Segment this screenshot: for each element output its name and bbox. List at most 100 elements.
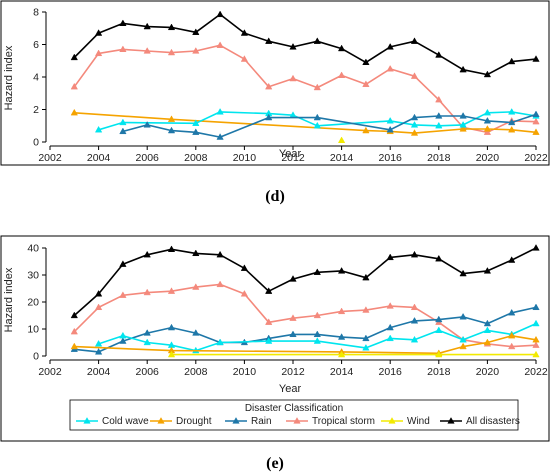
point-d-all-disasters-2022 xyxy=(532,55,540,62)
point-d-rain-2013 xyxy=(313,113,321,121)
y-tick-label-e-10: 10 xyxy=(27,324,39,336)
x-tick-label-e-2016: 2016 xyxy=(379,366,403,378)
legend-label-cold-wave: Cold wave xyxy=(102,416,149,427)
point-d-tropical-storm-2005 xyxy=(119,45,127,53)
y-tick-label-e-0: 0 xyxy=(33,351,39,363)
point-d-all-disasters-2014 xyxy=(337,44,346,52)
legend-entry-drought: Drought xyxy=(150,416,212,427)
point-d-tropical-storm-2010 xyxy=(240,55,249,62)
y-tick-label-d-8: 8 xyxy=(33,7,39,19)
point-e-drought-2019 xyxy=(459,342,467,350)
point-e-all-disasters-2010 xyxy=(240,264,249,271)
point-e-drought-2003 xyxy=(70,342,78,350)
point-e-rain-2012 xyxy=(289,330,297,338)
point-d-cold-wave-2018 xyxy=(435,121,443,129)
y-tick-label-d-0: 0 xyxy=(33,137,39,149)
point-e-rain-2017 xyxy=(410,316,419,324)
point-e-rain-2013 xyxy=(313,330,321,338)
point-e-tropical-storm-2007 xyxy=(167,287,176,294)
series-line-d-all-disasters xyxy=(73,13,537,76)
point-e-all-disasters-2016 xyxy=(386,253,394,261)
point-d-all-disasters-2015 xyxy=(362,58,370,66)
legend-entries: Cold wave Drought Rain Tropical storm Wind Al… xyxy=(76,416,520,427)
point-e-tropical-storm-2011 xyxy=(265,318,273,325)
point-e-rain-2014 xyxy=(337,333,346,340)
legend-swatch-marker-cold-wave xyxy=(83,417,91,424)
chart-legend: Disaster Classification Cold wave Drought… xyxy=(69,399,520,431)
point-e-wind-2007 xyxy=(167,350,176,358)
point-d-tropical-storm-2004 xyxy=(94,49,103,57)
legend-label-all-disasters: All disasters xyxy=(466,416,520,427)
point-d-all-disasters-2003 xyxy=(70,53,78,61)
point-d-cold-wave-2019 xyxy=(459,121,467,128)
point-e-rain-2005 xyxy=(119,337,127,344)
point-e-all-disasters-2006 xyxy=(143,250,151,258)
point-d-rain-2022 xyxy=(532,110,540,118)
point-e-tropical-storm-2021 xyxy=(508,342,516,350)
chart-panel-d: 2002 2004 2006 2008 2010 2012 2014 2016 2018 2020… xyxy=(33,7,548,165)
point-d-drought-2017 xyxy=(410,129,419,136)
point-e-rain-2021 xyxy=(508,308,516,316)
point-e-all-disasters-2005 xyxy=(119,260,127,267)
x-tick-label-e-2018: 2018 xyxy=(427,366,451,378)
point-e-all-disasters-2009 xyxy=(216,250,224,258)
point-d-rain-2020 xyxy=(483,116,492,124)
point-e-cold-wave-2019 xyxy=(459,335,467,343)
point-d-all-disasters-2017 xyxy=(410,37,419,44)
point-d-tropical-storm-2016 xyxy=(386,64,394,72)
legend-entry-tropical-storm: Tropical storm xyxy=(286,416,375,427)
x-tick-label-e-2012: 2012 xyxy=(281,366,305,378)
point-d-cold-wave-2005 xyxy=(119,118,127,126)
legend-entry-wind: Wind xyxy=(381,416,430,427)
point-e-drought-2022 xyxy=(532,335,540,343)
point-d-cold-wave-2020 xyxy=(483,108,492,116)
legend-entry-rain: Rain xyxy=(225,416,272,427)
point-d-tropical-storm-2006 xyxy=(143,47,151,54)
point-e-cold-wave-2009 xyxy=(216,338,224,346)
point-d-tropical-storm-2014 xyxy=(337,71,346,79)
point-d-rain-2016 xyxy=(386,125,394,133)
point-e-cold-wave-2015 xyxy=(362,343,370,351)
series-line-d-tropical-storm xyxy=(73,44,537,134)
point-d-drought-2021 xyxy=(508,125,516,133)
point-e-wind-2022 xyxy=(532,350,540,358)
point-d-cold-wave-2004 xyxy=(94,125,103,133)
x-tick-label-e-2020: 2020 xyxy=(476,366,500,378)
point-e-rain-2018 xyxy=(435,315,443,323)
y-tick-label-d-2: 2 xyxy=(33,104,39,116)
y-axis-title-d: Hazard index xyxy=(3,45,15,110)
point-d-tropical-storm-2013 xyxy=(313,83,321,91)
point-d-all-disasters-2009 xyxy=(216,10,224,18)
point-e-all-disasters-2021 xyxy=(508,256,516,263)
legend-entry-all-disasters: All disasters xyxy=(440,416,520,427)
point-d-drought-2003 xyxy=(70,108,78,116)
x-tick-label-e-2014: 2014 xyxy=(330,366,354,378)
point-e-tropical-storm-2015 xyxy=(362,306,370,313)
point-d-tropical-storm-2009 xyxy=(216,41,224,48)
point-e-tropical-storm-2005 xyxy=(119,291,127,298)
x-tick-label-d-2012: 2012 xyxy=(281,152,305,164)
point-d-all-disasters-2021 xyxy=(508,57,516,65)
point-d-rain-2011 xyxy=(265,113,273,121)
point-e-cold-wave-2011 xyxy=(265,337,273,344)
point-e-tropical-storm-2012 xyxy=(289,314,297,321)
legend-label-rain: Rain xyxy=(251,416,272,427)
point-e-wind-2018 xyxy=(435,350,443,358)
legend-swatch-marker-drought xyxy=(157,417,165,424)
point-e-all-disasters-2019 xyxy=(459,269,467,277)
point-d-all-disasters-2010 xyxy=(240,29,249,36)
y-axis-title-e: Hazard index xyxy=(3,267,15,332)
point-e-drought-2020 xyxy=(483,338,492,346)
point-d-cold-wave-2017 xyxy=(410,121,419,128)
x-axis-title-e: Year xyxy=(279,383,302,395)
point-e-tropical-storm-2004 xyxy=(94,303,103,311)
point-d-all-disasters-2013 xyxy=(313,37,321,44)
point-e-all-disasters-2004 xyxy=(94,289,103,297)
point-e-tropical-storm-2009 xyxy=(216,280,224,288)
point-d-drought-2019 xyxy=(459,125,467,132)
point-d-tropical-storm-2020 xyxy=(483,128,492,135)
point-d-rain-2021 xyxy=(508,118,516,126)
point-d-tropical-storm-2008 xyxy=(192,47,200,54)
point-d-tropical-storm-2018 xyxy=(435,95,443,103)
